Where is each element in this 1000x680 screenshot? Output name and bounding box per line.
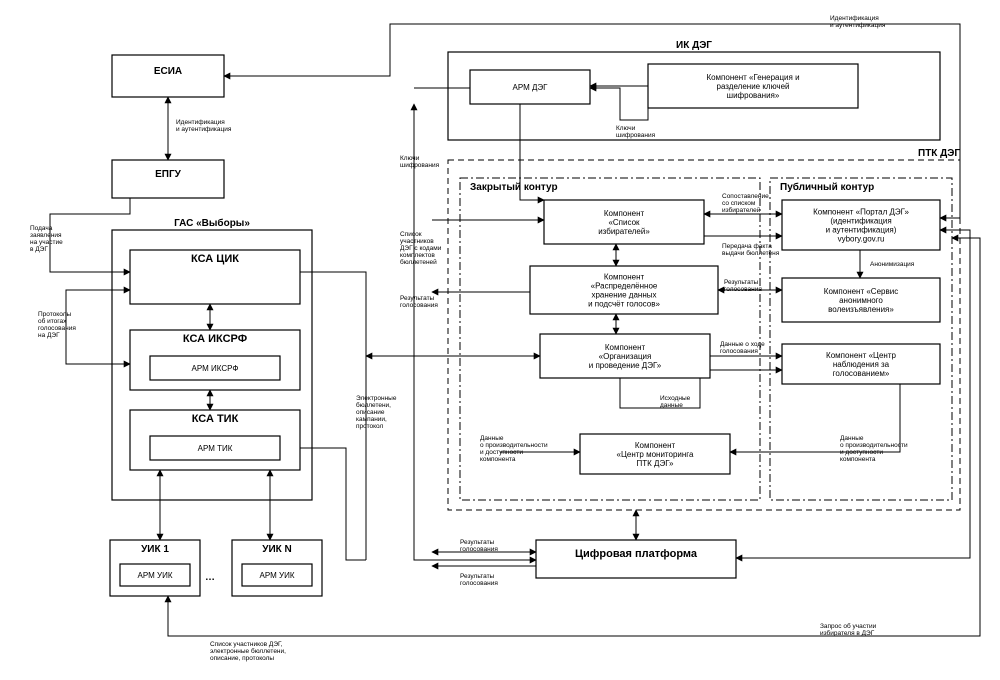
svg-text:Список участников ДЭГ,электрон: Список участников ДЭГ,электронные бюллет… [210, 641, 286, 662]
svg-text:ПТК ДЭГ: ПТК ДЭГ [918, 148, 960, 159]
svg-text:Передача фактавыдачи бюллетеня: Передача фактавыдачи бюллетеня [722, 243, 780, 257]
svg-text:Запрос об участииизбирателя в: Запрос об участииизбирателя в ДЭГ [820, 622, 877, 637]
svg-text:Результатыголосования: Результатыголосования [400, 295, 438, 309]
svg-text:Данныео производительностии до: Данныео производительностии доступностик… [840, 435, 908, 463]
svg-text:ГАС «Выборы»: ГАС «Выборы» [174, 217, 250, 229]
svg-text:Закрытый контур: Закрытый контур [470, 182, 558, 193]
svg-text:КСА ИКСРФ: КСА ИКСРФ [183, 333, 247, 345]
architecture-diagram: ЕСИА ЕПГУ ГАС «Выборы» КСА ЦИК КСА ИКСРФ АРМ … [0, 0, 1000, 680]
svg-text:Компонент «Центрнаблюдения заг: Компонент «Центрнаблюдения заголосование… [826, 351, 896, 378]
svg-text:Анонимизация: Анонимизация [870, 261, 915, 268]
svg-text:ЕСИА: ЕСИА [154, 66, 182, 77]
svg-text:Данныео производительностии до: Данныео производительностии доступностик… [480, 435, 548, 463]
svg-text:Электронныебюллетени,описаниек: Электронныебюллетени,описаниекампании,пр… [356, 395, 397, 430]
svg-text:Исходныеданные: Исходныеданные [660, 395, 691, 409]
svg-text:КСА ЦИК: КСА ЦИК [191, 253, 239, 265]
svg-text:АРМ УИК: АРМ УИК [260, 571, 295, 580]
svg-text:…: … [205, 572, 215, 583]
svg-text:Данные о ходеголосования: Данные о ходеголосования [720, 341, 765, 355]
svg-text:АРМ ИКСРФ: АРМ ИКСРФ [192, 364, 239, 373]
svg-text:УИК N: УИК N [262, 544, 292, 555]
svg-text:ИК ДЭГ: ИК ДЭГ [676, 40, 712, 51]
svg-text:Результатыголосования: Результатыголосования [460, 573, 498, 587]
svg-text:Протоколыоб итогахголосованиян: Протоколыоб итогахголосованияна ДЭГ [38, 311, 76, 339]
svg-text:Публичный контур: Публичный контур [780, 181, 874, 193]
svg-text:АРМ ДЭГ: АРМ ДЭГ [513, 83, 549, 92]
svg-text:АРМ УИК: АРМ УИК [138, 571, 173, 580]
svg-text:СписокучастниковДЭГ с кодамико: СписокучастниковДЭГ с кодамикомплектовбю… [400, 231, 442, 266]
svg-text:УИК 1: УИК 1 [141, 544, 169, 555]
edge-keys-lbl [414, 104, 536, 560]
svg-text:Ключишифрования: Ключишифрования [400, 155, 440, 169]
svg-text:АРМ ТИК: АРМ ТИК [198, 444, 233, 453]
svg-text:Сопоставлениесо спискомизбират: Сопоставлениесо спискомизбирателей [722, 193, 769, 214]
svg-text:Идентификацияи аутентификация: Идентификацияи аутентификация [830, 15, 886, 29]
svg-text:Подачазаявленияна участиев ДЭГ: Подачазаявленияна участиев ДЭГ [30, 225, 63, 253]
svg-text:ЕПГУ: ЕПГУ [155, 169, 182, 180]
svg-text:Цифровая платформа: Цифровая платформа [575, 548, 698, 560]
svg-text:Результатыголосования: Результатыголосования [460, 539, 498, 553]
svg-text:КСА ТИК: КСА ТИК [192, 413, 239, 425]
svg-text:Результатыголосования: Результатыголосования [724, 279, 762, 293]
svg-text:Идентификацияи аутентификация: Идентификацияи аутентификация [176, 119, 232, 133]
